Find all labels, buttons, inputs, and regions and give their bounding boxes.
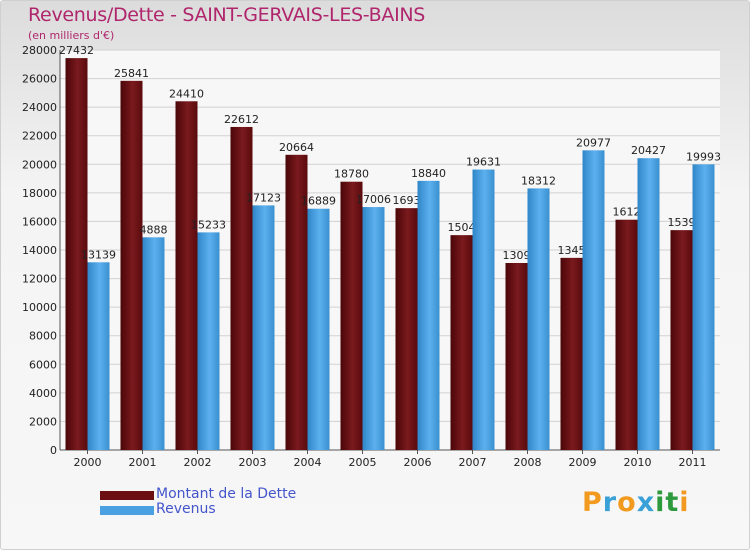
- bar-debt: [285, 154, 308, 451]
- legend-label-debt: Montant de la Dette: [156, 486, 297, 502]
- proxiti-logo: Proxiti: [582, 487, 690, 518]
- data-label: 15233: [191, 218, 226, 231]
- data-label: 20977: [576, 136, 611, 149]
- data-label: 16889: [301, 195, 336, 208]
- bar-revenue: [252, 205, 275, 450]
- y-tick-label: 14000: [22, 244, 57, 257]
- bar-revenue: [197, 232, 220, 450]
- data-label: 1612: [613, 206, 641, 219]
- y-tick-label: 2000: [29, 415, 57, 428]
- data-label: 19993: [686, 150, 721, 163]
- data-label: 27432: [59, 44, 94, 57]
- x-tick-label: 2004: [294, 456, 322, 469]
- data-label: 24410: [169, 87, 204, 100]
- bar-revenue: [637, 158, 660, 450]
- data-label: 25841: [114, 67, 149, 80]
- bar-revenue: [417, 180, 440, 450]
- y-tick-label: 6000: [29, 358, 57, 371]
- data-label: 1693: [393, 194, 421, 207]
- x-tick-label: 2011: [679, 456, 707, 469]
- logo-letter: P: [582, 487, 603, 518]
- bar-debt: [670, 230, 693, 450]
- bar-revenue: [87, 262, 110, 450]
- chart-subtitle: (en milliers d'€): [28, 29, 115, 42]
- logo-letter: r: [602, 487, 618, 518]
- bar-debt: [450, 235, 473, 450]
- data-label: 19631: [466, 156, 501, 169]
- x-tick-label: 2009: [569, 456, 597, 469]
- bar-debt: [615, 219, 638, 450]
- data-label: 20664: [279, 141, 314, 154]
- bar-debt: [120, 80, 143, 450]
- legend-swatch-debt: [100, 491, 154, 500]
- x-tick-label: 2000: [74, 456, 102, 469]
- x-tick-label: 2005: [349, 456, 377, 469]
- logo-letter: x: [636, 487, 656, 518]
- y-tick-label: 28000: [22, 44, 57, 57]
- logo-letter: i: [679, 487, 690, 518]
- y-tick-label: 20000: [22, 158, 57, 171]
- bar-revenue: [362, 207, 385, 450]
- bar-revenue: [582, 150, 605, 451]
- logo-letter: o: [617, 487, 637, 518]
- data-label: 17123: [246, 191, 281, 204]
- data-label: 18780: [334, 168, 369, 181]
- y-tick-label: 18000: [22, 187, 57, 200]
- x-tick-label: 2003: [239, 456, 267, 469]
- chart-title: Revenus/Dette - SAINT-GERVAIS-LES-BAINS: [28, 4, 426, 26]
- bar-revenue: [307, 208, 330, 450]
- y-tick-label: 12000: [22, 273, 57, 286]
- y-tick-label: 0: [50, 444, 57, 457]
- data-label: 22612: [224, 113, 259, 126]
- bar-debt: [395, 208, 418, 450]
- data-label: 13139: [81, 248, 116, 261]
- bar-revenue: [142, 237, 165, 450]
- data-label: 18840: [411, 167, 446, 180]
- data-label: 1309: [503, 249, 531, 262]
- bar-revenue: [472, 169, 495, 451]
- y-tick-label: 8000: [29, 330, 57, 343]
- data-label: 18312: [521, 174, 556, 187]
- data-label: 20427: [631, 144, 666, 157]
- bar-debt: [505, 263, 528, 450]
- legend-label-revenue: Revenus: [156, 501, 216, 517]
- y-tick-label: 4000: [29, 387, 57, 400]
- y-tick-label: 22000: [22, 130, 57, 143]
- data-label: 1539: [668, 216, 696, 229]
- x-tick-label: 2010: [624, 456, 652, 469]
- bar-debt: [65, 58, 88, 450]
- data-label: 1345: [558, 244, 586, 257]
- bar-revenue: [692, 164, 715, 450]
- x-tick-label: 2007: [459, 456, 487, 469]
- legend-swatch-revenue: [100, 506, 154, 515]
- x-tick-label: 2006: [404, 456, 432, 469]
- y-tick-label: 24000: [22, 101, 57, 114]
- bar-revenue: [527, 188, 550, 450]
- x-tick-label: 2002: [184, 456, 212, 469]
- bar-debt: [230, 126, 253, 450]
- y-tick-label: 26000: [22, 73, 57, 86]
- data-label: 4888: [140, 223, 168, 236]
- y-tick-label: 10000: [22, 301, 57, 314]
- y-tick-label: 16000: [22, 215, 57, 228]
- x-tick-label: 2008: [514, 456, 542, 469]
- x-tick-label: 2001: [129, 456, 157, 469]
- logo-letter: t: [665, 487, 680, 518]
- bar-debt: [340, 181, 363, 450]
- logo-letter: i: [655, 487, 666, 518]
- bar-debt: [175, 101, 198, 451]
- data-label: 17006: [356, 193, 391, 206]
- data-label: 1504: [448, 221, 476, 234]
- bar-debt: [560, 257, 583, 450]
